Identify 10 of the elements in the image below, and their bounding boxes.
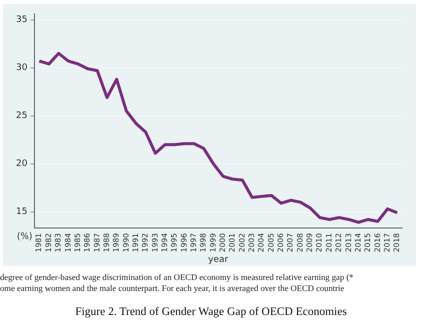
text: Figure 2. Trend of Gender Wage Gap of OECD Economies	[74, 306, 348, 318]
y-tick-label: 20	[16, 159, 28, 170]
x-axis-title: year	[208, 254, 229, 265]
text: ome earning women and the male counterpart. For each year, it is averaged over the OECD countrie	[0, 283, 346, 293]
text: degree of gender-based wage discrimination of an OECD economy is measured relative earning gap (*	[0, 272, 354, 282]
y-tick-label: 25	[16, 111, 28, 122]
y-tick-label: 15	[16, 207, 28, 218]
y-tick-label: 30	[16, 63, 28, 74]
y-axis-title: (%)	[16, 232, 32, 242]
y-tick-label: 35	[16, 15, 28, 26]
